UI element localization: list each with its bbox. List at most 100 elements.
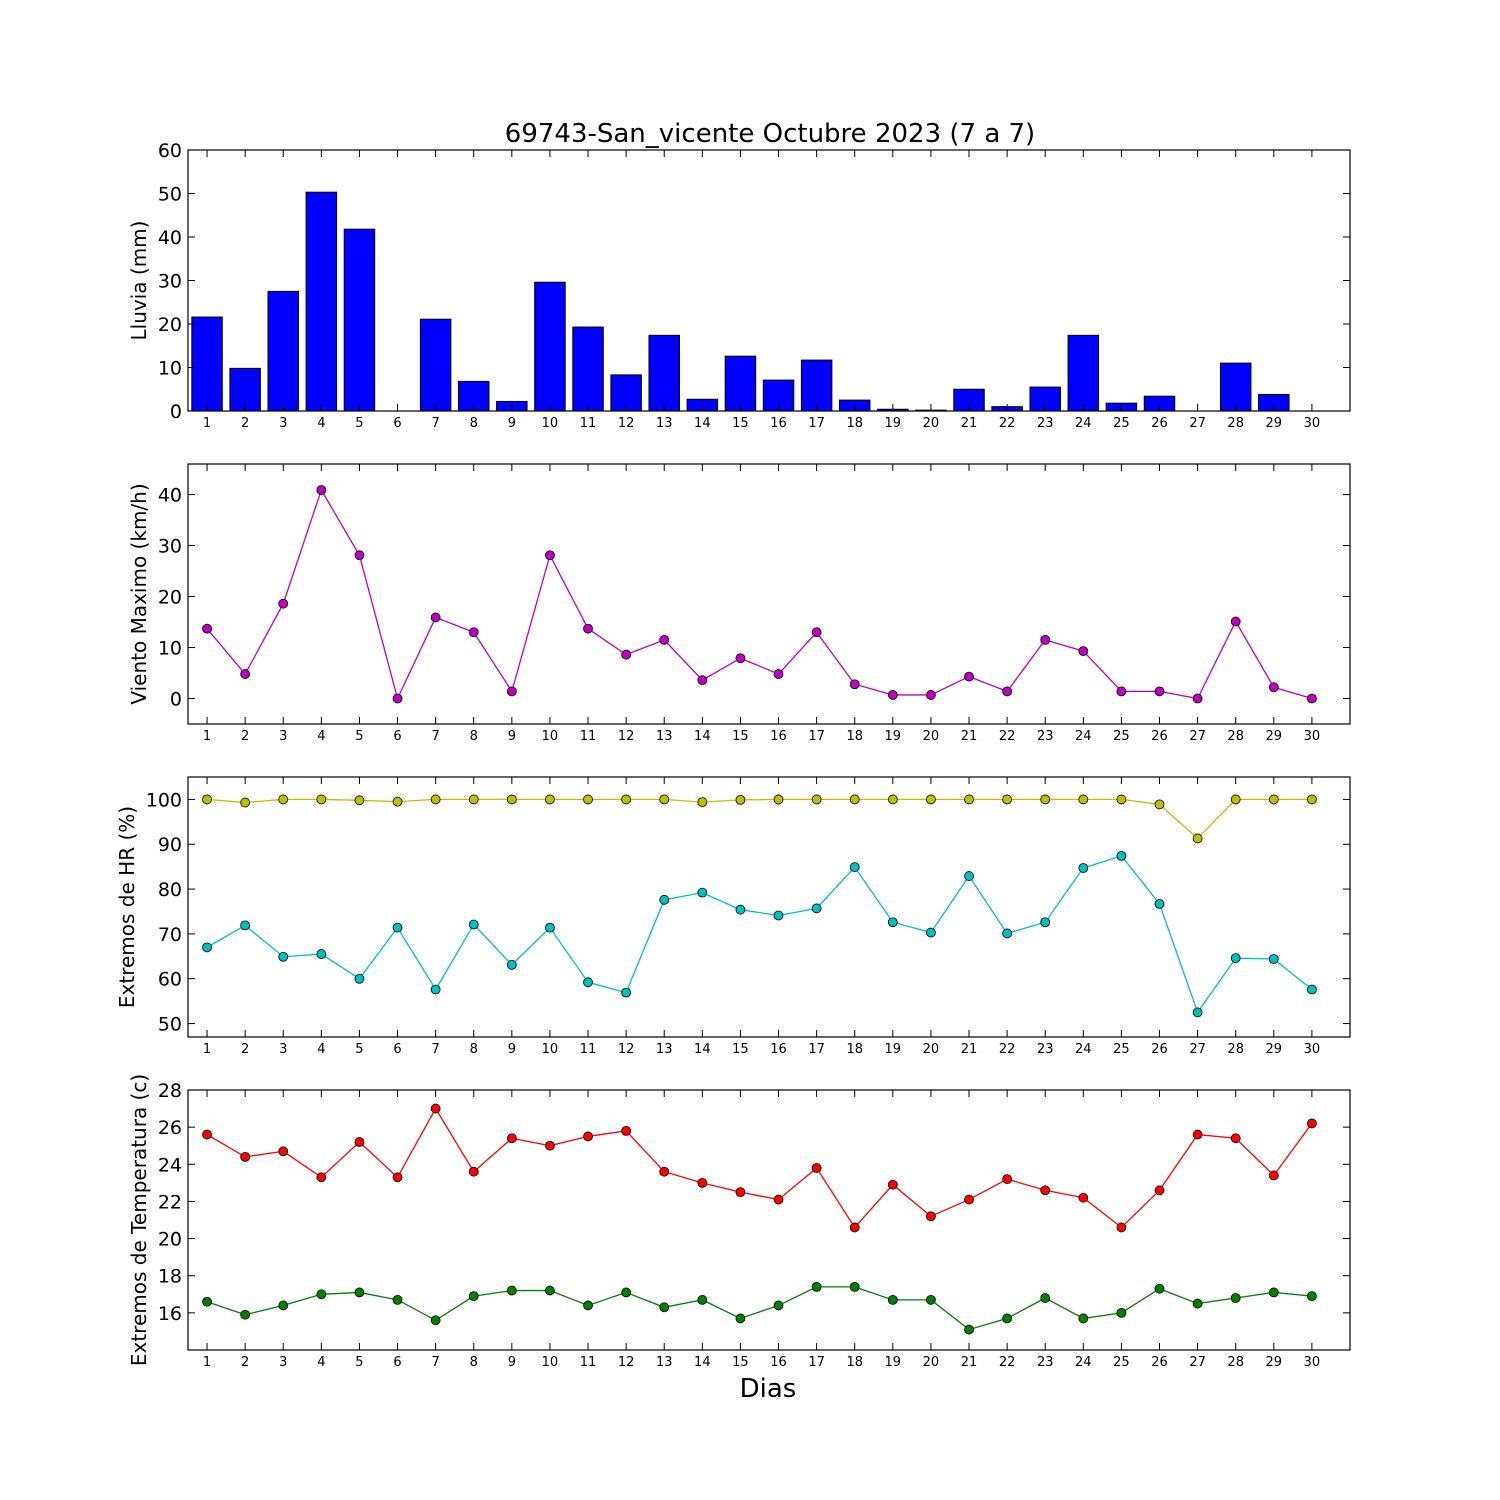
data-point bbox=[202, 942, 212, 953]
x-tick-label: 11 bbox=[580, 1042, 597, 1057]
data-point bbox=[773, 1194, 784, 1205]
data-point bbox=[1078, 646, 1089, 656]
data-point bbox=[1078, 794, 1089, 805]
x-tick-label: 6 bbox=[393, 416, 401, 431]
x-tick-label: 8 bbox=[470, 1042, 478, 1057]
data-point bbox=[849, 794, 860, 805]
data-point bbox=[583, 1131, 593, 1142]
data-point bbox=[1154, 1185, 1165, 1196]
y-tick-label: 0 bbox=[170, 401, 182, 423]
data-point bbox=[1268, 794, 1279, 805]
y-tick-label: 50 bbox=[158, 184, 182, 206]
x-tick-label: 20 bbox=[923, 416, 940, 431]
data-point bbox=[621, 987, 632, 998]
data-point bbox=[926, 794, 936, 805]
data-point bbox=[887, 917, 898, 928]
x-tick-label: 23 bbox=[1037, 416, 1054, 431]
rain-bar bbox=[229, 367, 261, 412]
data-point bbox=[354, 795, 365, 806]
data-point bbox=[773, 910, 784, 921]
series-line bbox=[206, 488, 1313, 701]
x-tick-label: 22 bbox=[999, 1042, 1016, 1057]
series-line bbox=[206, 1107, 1313, 1229]
rain-bar bbox=[724, 355, 757, 412]
x-tick-label: 15 bbox=[732, 729, 749, 744]
y-tick-label: 20 bbox=[158, 1229, 182, 1251]
data-point bbox=[583, 794, 593, 805]
y-tick-label: 70 bbox=[158, 924, 182, 946]
data-point bbox=[697, 1177, 708, 1188]
data-point bbox=[887, 794, 898, 805]
data-point bbox=[392, 1294, 403, 1305]
data-point bbox=[1078, 863, 1089, 873]
data-point bbox=[240, 1151, 251, 1162]
data-point bbox=[1192, 693, 1203, 704]
x-tick-label: 12 bbox=[618, 416, 635, 431]
axes-frame bbox=[187, 776, 1351, 1038]
data-point bbox=[659, 634, 670, 645]
data-point bbox=[1268, 1287, 1279, 1298]
x-tick-label: 26 bbox=[1151, 729, 1168, 744]
y-tick-label: 40 bbox=[158, 227, 182, 249]
data-point bbox=[202, 1296, 212, 1307]
data-point bbox=[849, 1222, 860, 1233]
data-point bbox=[811, 794, 822, 805]
data-point bbox=[735, 1187, 746, 1198]
data-point bbox=[697, 797, 708, 808]
data-point bbox=[1230, 1293, 1241, 1303]
x-tick-label: 16 bbox=[770, 729, 787, 744]
data-point bbox=[468, 919, 479, 930]
data-point bbox=[354, 550, 365, 561]
x-tick-label: 11 bbox=[580, 729, 597, 744]
data-point bbox=[468, 1166, 479, 1177]
x-tick-label: 2 bbox=[241, 729, 249, 744]
x-tick-label: 3 bbox=[279, 416, 287, 431]
data-point bbox=[240, 797, 251, 808]
data-point bbox=[506, 959, 517, 970]
x-tick-label: 17 bbox=[808, 416, 825, 431]
y-axis-label: Extremos de HR (%) bbox=[115, 806, 139, 1008]
x-tick-label: 15 bbox=[732, 1355, 749, 1370]
data-point bbox=[392, 922, 403, 933]
data-point bbox=[811, 903, 822, 914]
data-point bbox=[887, 690, 898, 700]
data-point bbox=[1040, 634, 1051, 645]
data-point bbox=[1268, 1170, 1279, 1181]
data-point bbox=[1078, 1313, 1089, 1324]
x-tick-label: 14 bbox=[694, 1042, 711, 1057]
y-axis-label: Viento Maximo (km/h) bbox=[127, 483, 151, 704]
y-tick-label: 10 bbox=[158, 358, 182, 380]
data-point bbox=[240, 920, 251, 931]
x-tick-label: 19 bbox=[885, 1355, 902, 1370]
x-tick-label: 24 bbox=[1075, 416, 1092, 431]
data-point bbox=[811, 1281, 822, 1292]
data-point bbox=[392, 796, 403, 807]
x-tick-label: 9 bbox=[508, 1042, 516, 1057]
y-tick-label: 10 bbox=[158, 638, 182, 660]
y-tick-label: 24 bbox=[158, 1154, 182, 1176]
data-point bbox=[202, 794, 212, 805]
x-tick-label: 16 bbox=[770, 416, 787, 431]
x-tick-label: 21 bbox=[961, 729, 978, 744]
data-point bbox=[659, 794, 670, 805]
data-point bbox=[1002, 1174, 1013, 1185]
data-point bbox=[354, 973, 365, 984]
data-point bbox=[621, 649, 632, 660]
rain-bar bbox=[648, 334, 680, 412]
x-tick-label: 29 bbox=[1266, 416, 1283, 431]
rain-bar bbox=[572, 326, 604, 412]
data-point bbox=[202, 1129, 212, 1140]
data-point bbox=[773, 794, 784, 805]
data-point bbox=[1116, 686, 1127, 697]
x-tick-label: 18 bbox=[846, 416, 863, 431]
x-tick-label: 21 bbox=[961, 1355, 978, 1370]
x-tick-label: 30 bbox=[1304, 1042, 1321, 1057]
x-tick-label: 24 bbox=[1075, 1042, 1092, 1057]
rain-bar bbox=[1067, 334, 1100, 412]
data-point bbox=[430, 794, 441, 805]
data-point bbox=[278, 1146, 289, 1157]
y-tick-label: 50 bbox=[158, 1014, 182, 1036]
